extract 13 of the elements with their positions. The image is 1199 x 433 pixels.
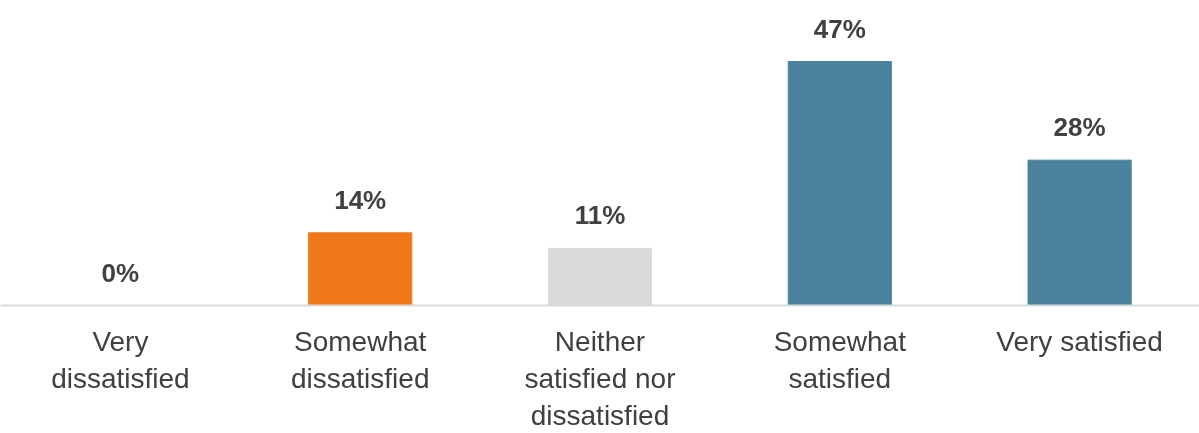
bar	[1027, 159, 1132, 306]
x-tick-label: Neither satisfied nor dissatisfied	[524, 325, 676, 431]
x-tick-label: Somewhat dissatisfied	[290, 325, 430, 394]
data-label: 11%	[574, 200, 626, 231]
data-label: 14%	[334, 184, 387, 215]
bar	[308, 232, 413, 306]
x-tick-label: Very satisfied	[996, 325, 1163, 357]
data-label: 47%	[813, 13, 866, 44]
x-tick-label: Somewhat satisfied	[773, 325, 907, 394]
x-tick-label: Very dissatisfied	[51, 325, 190, 394]
data-label: 28%	[1053, 112, 1106, 143]
bar	[787, 61, 892, 306]
data-label: 0%	[101, 257, 140, 288]
